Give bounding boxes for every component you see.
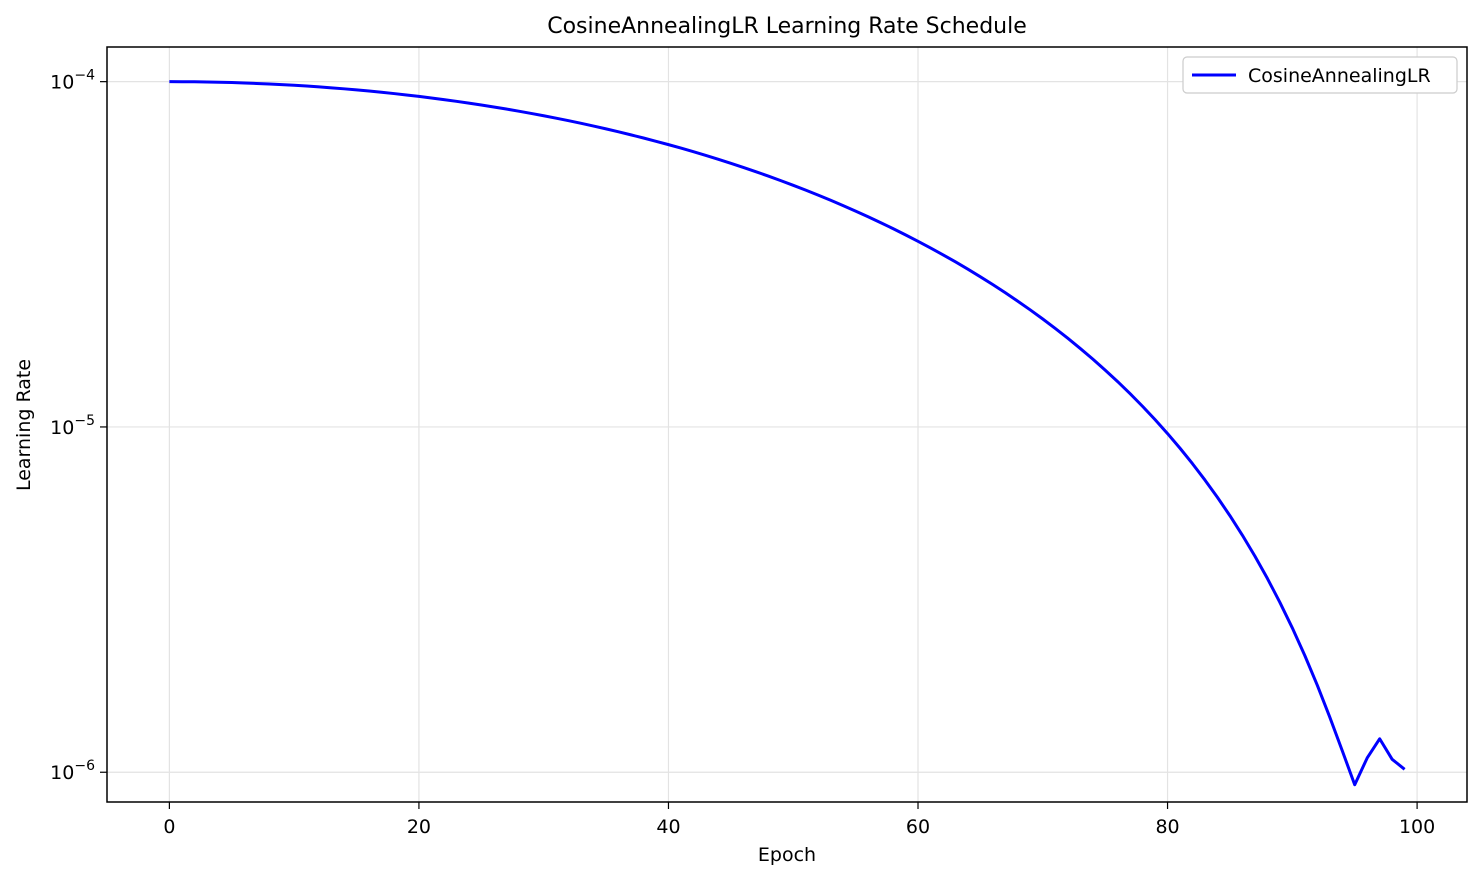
chart-title: CosineAnnealingLR Learning Rate Schedule (547, 14, 1027, 39)
x-tick-label: 100 (1399, 816, 1435, 838)
grid (107, 47, 1467, 802)
y-axis-label: Learning Rate (13, 359, 35, 491)
x-tick-label: 20 (407, 816, 431, 838)
legend-box (1182, 56, 1458, 94)
x-axis-label: Epoch (758, 844, 816, 866)
legend-label: CosineAnnealingLR (1248, 65, 1431, 87)
x-tick-label: 60 (906, 816, 930, 838)
y-tick-label: 10−4 (50, 68, 95, 94)
x-tick-label: 80 (1155, 816, 1179, 838)
legend: CosineAnnealingLR (1182, 56, 1458, 94)
y-tick-label: 10−5 (50, 413, 95, 439)
x-tick-label: 0 (163, 816, 175, 838)
plot-area (169, 80, 1406, 787)
y-tick-label: 10−6 (50, 758, 95, 784)
x-tick-label: 40 (656, 816, 680, 838)
axes-frame (106, 46, 1468, 803)
y-axis: 10−4 10−5 10−6 (50, 68, 107, 784)
x-axis: 0 20 40 60 80 100 (163, 802, 1435, 838)
series-line (169, 80, 1406, 787)
